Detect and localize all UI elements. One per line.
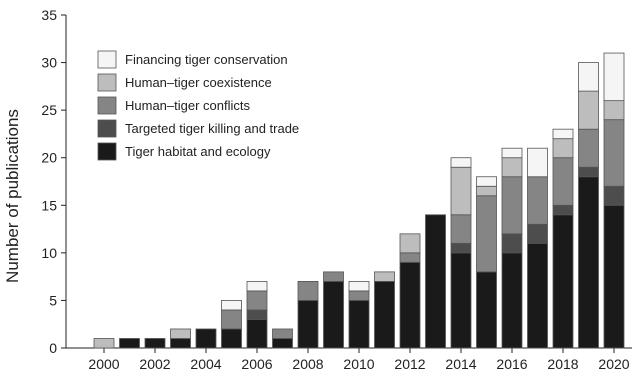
bar-segment <box>476 185 497 197</box>
bar-segment <box>170 338 191 349</box>
bar-segment <box>603 119 625 187</box>
bar-segment <box>348 300 370 349</box>
bar-segment <box>501 176 523 235</box>
bar-segment <box>425 214 446 349</box>
bar-segment <box>450 166 472 216</box>
legend-label: Tiger habitat and ecology <box>125 144 271 159</box>
x-tick-label: 2004 <box>190 356 221 372</box>
bar-segment <box>399 252 421 263</box>
y-tick-label: 15 <box>41 197 57 213</box>
bar-segment <box>527 176 548 225</box>
x-tick-label: 2008 <box>292 356 323 372</box>
bar-segment <box>527 223 548 244</box>
bar-segment <box>450 242 472 254</box>
bar-segment <box>348 290 370 301</box>
legend-swatch <box>97 50 117 69</box>
bar-segment <box>476 176 497 187</box>
legend-swatch <box>97 96 117 115</box>
bar-segment <box>144 338 166 349</box>
y-axis: 0 5 10 15 20 25 30 35 <box>41 7 67 356</box>
legend-swatch <box>97 119 117 138</box>
y-tick-label: 0 <box>49 340 57 356</box>
x-tick-label: 2018 <box>547 356 578 372</box>
bar-segment <box>552 204 574 216</box>
bar-segment <box>374 271 395 282</box>
bar-segment <box>578 128 599 168</box>
bar-segment <box>297 280 319 301</box>
bar-segment <box>552 214 574 349</box>
legend-swatch <box>97 142 117 161</box>
bar-segment <box>297 300 319 349</box>
y-tick-label: 25 <box>41 102 57 118</box>
bar-segment <box>450 252 472 349</box>
bar-segment <box>399 233 421 254</box>
bar-segment <box>578 176 599 349</box>
y-tick-label: 20 <box>41 150 57 166</box>
bar-segment <box>501 157 523 178</box>
bar-segment <box>323 271 344 282</box>
bar-segment <box>578 166 599 178</box>
bar-segment <box>246 309 268 320</box>
y-axis-title: Number of publications <box>3 109 22 283</box>
bar-segment <box>552 128 574 140</box>
bar-segment <box>195 328 217 349</box>
bar-segment <box>552 157 574 206</box>
bar-segment <box>246 280 268 292</box>
legend: Financing tiger conservation Human–tiger … <box>97 50 299 161</box>
legend-label: Human–tiger coexistence <box>125 75 272 90</box>
legend-label: Targeted tiger killing and trade <box>125 121 299 136</box>
bar-segment <box>603 100 625 121</box>
y-tick-label: 35 <box>41 7 57 23</box>
bar-segment <box>527 242 548 349</box>
y-tick-label: 5 <box>49 292 57 308</box>
bar-segment <box>221 309 242 330</box>
x-tick-label: 2000 <box>88 356 119 372</box>
x-tick-label: 2006 <box>241 356 272 372</box>
bar-segment <box>348 280 370 292</box>
x-tick-label: 2012 <box>394 356 425 372</box>
bar-segment <box>119 338 140 349</box>
bar-segment <box>501 233 523 254</box>
legend-label: Human–tiger conflicts <box>125 98 250 113</box>
bar-segment <box>93 338 115 349</box>
y-tick-label: 10 <box>41 245 57 261</box>
x-tick-label: 2010 <box>343 356 374 372</box>
bar-segment <box>450 157 472 168</box>
bar-segment <box>221 300 242 311</box>
x-tick-label: 2016 <box>496 356 527 372</box>
bar-segment <box>170 328 191 339</box>
bar-segment <box>578 90 599 130</box>
bar-segment <box>272 328 293 339</box>
legend-swatch <box>97 73 117 92</box>
bar-segment <box>476 195 497 273</box>
bar-segment <box>603 185 625 206</box>
bar-segment <box>246 319 268 349</box>
bar-segment <box>399 261 421 349</box>
x-axis: 2000 2002 2004 2006 2008 2010 2012 2014 2016 2018… <box>66 347 632 372</box>
bar-segment <box>501 252 523 349</box>
bars <box>93 52 625 349</box>
bar-segment <box>272 338 293 349</box>
bar-segment <box>450 214 472 244</box>
bar-segment <box>552 138 574 159</box>
bar-segment <box>603 52 625 102</box>
bar-segment <box>501 147 523 159</box>
legend-label: Financing tiger conservation <box>125 52 288 67</box>
bar-segment <box>527 147 548 178</box>
x-tick-label: 2020 <box>598 356 629 372</box>
bar-segment <box>603 204 625 349</box>
bar-segment <box>476 271 497 349</box>
bar-segment <box>323 280 344 349</box>
bar-segment <box>246 290 268 311</box>
bar-segment <box>374 280 395 349</box>
bar-segment <box>221 328 242 349</box>
y-tick-label: 30 <box>41 55 57 71</box>
x-tick-label: 2002 <box>139 356 170 372</box>
x-tick-label: 2014 <box>445 356 476 372</box>
bar-segment <box>578 62 599 92</box>
